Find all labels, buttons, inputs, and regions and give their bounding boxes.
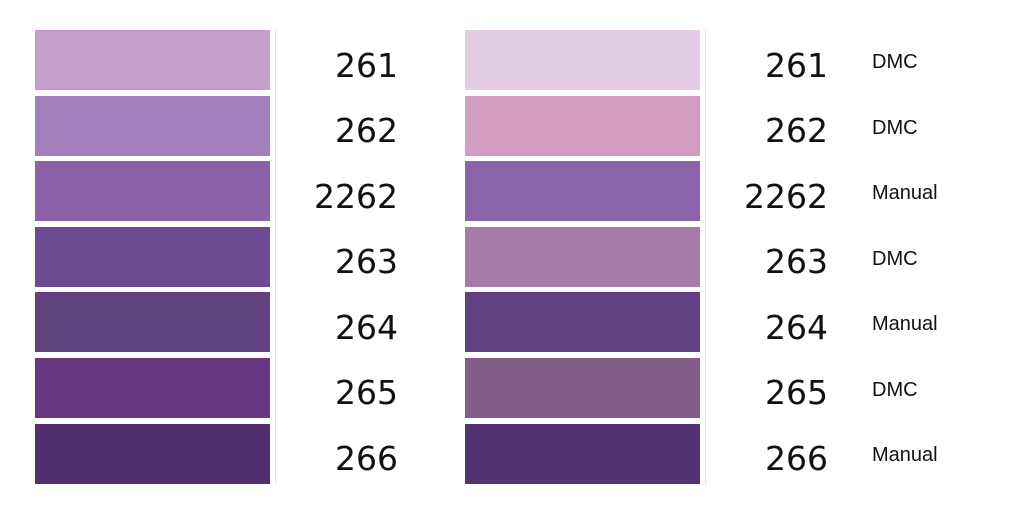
color-code: 266	[335, 439, 398, 478]
color-swatch	[35, 424, 270, 484]
color-code: 261	[335, 46, 398, 85]
color-swatch	[35, 292, 270, 352]
color-swatch	[465, 292, 700, 352]
brand-label: Manual	[872, 313, 938, 335]
brand-label: DMC	[872, 248, 918, 270]
swatch-divider	[705, 30, 706, 485]
color-swatch	[465, 30, 700, 90]
brand-label: Manual	[872, 444, 938, 466]
brand-label: Manual	[872, 182, 938, 204]
color-swatch	[35, 96, 270, 156]
color-swatch	[465, 358, 700, 418]
color-swatch	[35, 227, 270, 287]
color-swatch	[35, 30, 270, 90]
right-swatch-panel: 261 262 2262 263 264 265 266 DMC DMC Man…	[440, 0, 1024, 512]
swatch-divider	[275, 30, 276, 485]
color-swatch	[465, 161, 700, 221]
color-code: 266	[765, 439, 828, 478]
color-code: 264	[335, 308, 398, 347]
left-swatch-panel: 261 262 2262 263 264 265 266	[0, 0, 440, 512]
brand-label: DMC	[872, 379, 918, 401]
color-code: 2262	[744, 177, 828, 216]
color-code: 263	[765, 242, 828, 281]
color-swatch	[465, 96, 700, 156]
color-code: 265	[765, 373, 828, 412]
color-code: 262	[765, 111, 828, 150]
brand-label: DMC	[872, 117, 918, 139]
color-swatch	[465, 424, 700, 484]
color-code: 263	[335, 242, 398, 281]
brand-label: DMC	[872, 51, 918, 73]
color-code: 264	[765, 308, 828, 347]
color-code: 261	[765, 46, 828, 85]
color-swatch	[465, 227, 700, 287]
color-code: 262	[335, 111, 398, 150]
color-swatch	[35, 161, 270, 221]
color-swatch	[35, 358, 270, 418]
color-code: 265	[335, 373, 398, 412]
color-code: 2262	[314, 177, 398, 216]
